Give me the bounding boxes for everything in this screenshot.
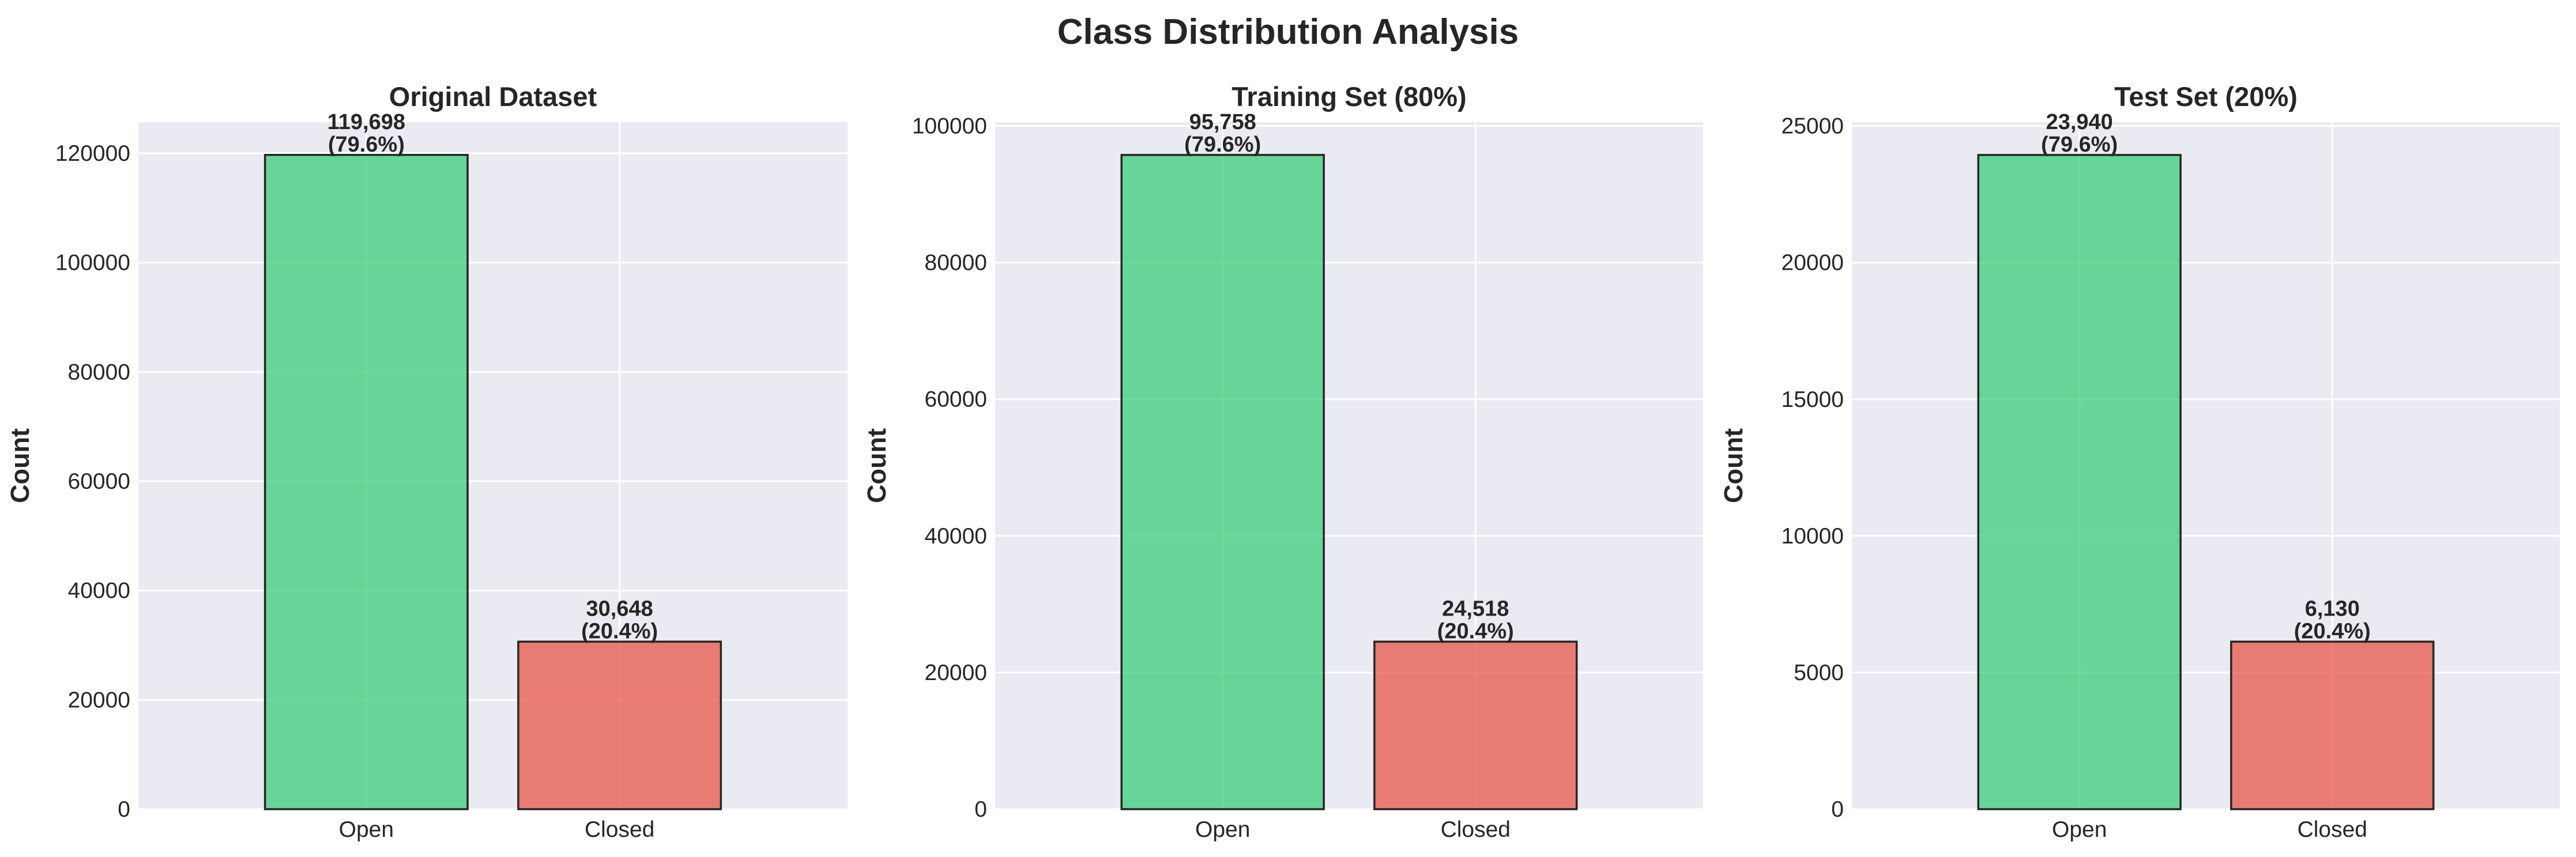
x-tick-label: Open (1195, 817, 1250, 842)
bar-open (263, 154, 469, 810)
y-tick-label: 20000 (68, 688, 130, 712)
y-tick-label: 20000 (925, 660, 987, 685)
y-axis-label: Count (5, 428, 35, 503)
panel-title: Training Set (80%) (1231, 81, 1466, 112)
chart-panel-3: 23,940(79.6%) 6,130(20.4%) 0 5000 10000 15000… (1719, 81, 2560, 842)
bar-open (1977, 154, 2182, 810)
bar-percent-label: (20.4%) (2294, 619, 2371, 643)
y-tick-label: 80000 (925, 251, 987, 275)
x-tick-label: Closed (2298, 817, 2367, 842)
y-tick-label: 100000 (55, 251, 130, 275)
bar-open (1120, 154, 1325, 810)
chart-panel-1: 119,698(79.6%) 30,648(20.4%) 0 20000 40000 60… (5, 81, 848, 842)
plot-background (1852, 122, 2560, 809)
x-tick-label: Closed (1441, 817, 1511, 842)
y-tick-label: 5000 (1794, 660, 1844, 685)
x-tick-label: Open (339, 817, 394, 842)
plot-background (138, 122, 848, 809)
y-tick-label: 40000 (68, 579, 130, 603)
bar-value-label: 23,940 (2046, 110, 2113, 134)
y-tick-label: 20000 (1782, 251, 1844, 275)
y-tick-label: 25000 (1782, 114, 1844, 139)
panel-title: Test Set (20%) (2114, 81, 2298, 112)
y-tick-label: 60000 (68, 469, 130, 494)
bar-closed (517, 640, 722, 810)
bar-closed (1373, 640, 1578, 810)
y-tick-label: 15000 (1782, 387, 1844, 412)
y-tick-label: 120000 (55, 141, 130, 166)
chart-panel-2: 95,758(79.6%) 24,518(20.4%) 0 20000 40000 600… (862, 81, 1703, 842)
figure-title: Class Distribution Analysis (1057, 12, 1519, 52)
bar-percent-label: (79.6%) (328, 133, 405, 157)
bar-percent-label: (20.4%) (581, 619, 658, 643)
y-tick-label: 100000 (912, 114, 987, 139)
bar-value-label: 30,648 (586, 596, 653, 621)
panel-title: Original Dataset (389, 81, 597, 112)
y-tick-label: 0 (118, 797, 130, 822)
bar-percent-label: (79.6%) (1184, 133, 1261, 157)
y-tick-label: 10000 (1782, 524, 1844, 549)
bar-percent-label: (20.4%) (1437, 619, 1514, 643)
bar-percent-label: (79.6%) (2041, 133, 2118, 157)
y-tick-label: 40000 (925, 524, 987, 549)
plot-background (995, 122, 1703, 809)
bar-value-label: 24,518 (1442, 596, 1509, 621)
bar-value-label: 95,758 (1189, 110, 1256, 134)
y-tick-label: 80000 (68, 360, 130, 384)
y-axis-label: Count (862, 428, 891, 503)
bar-value-label: 6,130 (2305, 596, 2360, 621)
y-tick-label: 0 (974, 797, 987, 822)
chart-panels: 119,698(79.6%)30,648(20.4%)0200004000060… (5, 81, 2560, 842)
y-tick-label: 60000 (925, 387, 987, 412)
bar-value-label: 119,698 (327, 110, 405, 134)
y-tick-label: 0 (1831, 797, 1844, 822)
y-axis-label: Count (1719, 428, 1748, 503)
x-tick-label: Open (2052, 817, 2107, 842)
x-tick-label: Closed (585, 817, 654, 842)
bar-closed (2230, 640, 2435, 810)
